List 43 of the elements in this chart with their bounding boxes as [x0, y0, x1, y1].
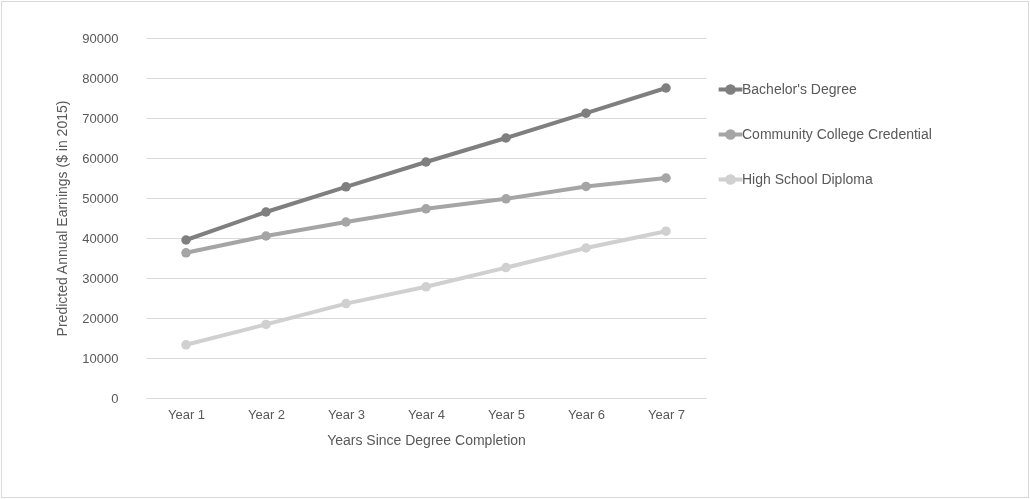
- point: [341, 298, 351, 309]
- point: [581, 243, 591, 253]
- legend-label: High School Diploma: [742, 170, 873, 187]
- point: [261, 207, 271, 217]
- x-tick-label: Year 1: [167, 406, 206, 422]
- point: [181, 235, 191, 245]
- x-tick-label: Year 7: [647, 406, 686, 422]
- x-tick-label: Year 5: [487, 406, 526, 422]
- y-tick-label: 30000: [82, 270, 119, 286]
- y-tick-label: 50000: [82, 190, 119, 206]
- x-axis-title: Years Since Degree Completion: [327, 431, 526, 448]
- y-tick-label: 90000: [82, 30, 119, 46]
- point: [661, 173, 671, 183]
- x-tick-label: Year 2: [247, 406, 286, 422]
- point: [661, 83, 671, 93]
- point: [261, 319, 271, 330]
- point: [421, 157, 431, 167]
- y-tick-label: 80000: [82, 70, 119, 86]
- point: [501, 194, 511, 204]
- legend-label: Community College Credential: [742, 125, 932, 142]
- point: [341, 217, 351, 227]
- point: [341, 182, 351, 192]
- y-tick-label: 60000: [82, 150, 119, 166]
- point: [181, 340, 191, 350]
- y-tick-label: 20000: [82, 310, 119, 326]
- point: [181, 248, 191, 258]
- point: [501, 262, 511, 273]
- point: [501, 133, 511, 143]
- x-tick-label: Year 4: [407, 406, 446, 422]
- point: [581, 181, 591, 192]
- legend-label: Bachelor's Degree: [742, 80, 857, 97]
- y-axis-title: Predicted Annual Earnings ($ in 2015): [54, 100, 71, 337]
- y-tick-label: 10000: [82, 350, 119, 366]
- point: [661, 226, 671, 236]
- x-tick-label: Year 3: [327, 406, 366, 422]
- point: [261, 231, 271, 241]
- point: [421, 204, 431, 214]
- point: [581, 108, 591, 118]
- point: [421, 282, 431, 292]
- x-tick-label: Year 6: [567, 406, 606, 422]
- y-tick-label: 0: [111, 390, 119, 406]
- y-tick-label: 40000: [82, 230, 119, 246]
- y-tick-label: 70000: [82, 110, 119, 126]
